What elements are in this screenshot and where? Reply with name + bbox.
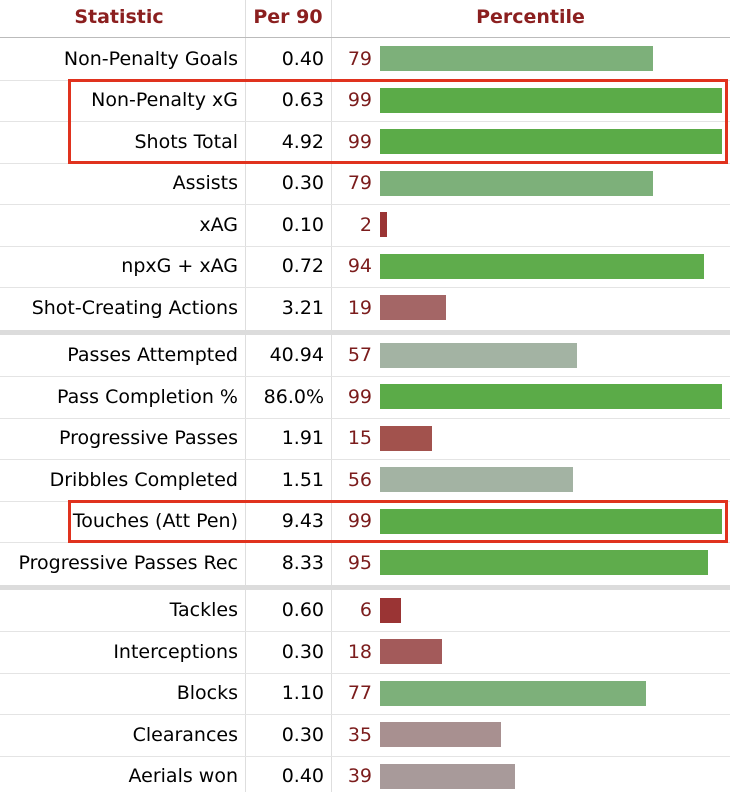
per90: 0.30 xyxy=(281,172,324,195)
per90: 86.0% xyxy=(263,385,324,408)
statistic: Touches (Att Pen) xyxy=(72,510,238,533)
row-rule xyxy=(0,376,730,377)
statistic: Shot-Creating Actions xyxy=(31,296,238,319)
statistic: Clearances xyxy=(132,723,238,746)
row-rule xyxy=(0,672,730,674)
percentile-bar xyxy=(380,508,722,534)
percentile-bar xyxy=(380,46,653,72)
statistic: Shots Total xyxy=(134,130,239,153)
statistic: Aerials won xyxy=(128,765,238,788)
percentile-value: 18 xyxy=(347,640,372,663)
row-rule xyxy=(0,204,730,205)
highlight-box xyxy=(68,78,728,164)
statistic: Interceptions xyxy=(113,640,238,663)
percentile-value: 57 xyxy=(347,344,372,367)
statistic: Non-Penalty Goals xyxy=(63,47,238,70)
percentile-bar xyxy=(380,467,574,493)
statistic: Progressive Passes xyxy=(59,427,238,450)
per90: 4.92 xyxy=(281,130,324,153)
percentile-bar xyxy=(380,722,501,748)
statistic: Non-Penalty xG xyxy=(91,89,238,112)
group-separator xyxy=(0,329,730,335)
percentile-bar xyxy=(380,170,653,196)
per90: 0.10 xyxy=(281,213,324,236)
per90: 40.94 xyxy=(269,344,324,367)
row-rule xyxy=(0,714,730,715)
per90: 0.30 xyxy=(281,640,324,663)
row-rule xyxy=(0,631,730,632)
statistic: Dribbles Completed xyxy=(49,468,238,491)
row-rule xyxy=(0,755,730,757)
percentile-value: 39 xyxy=(347,765,372,788)
percentile-bar xyxy=(380,384,722,410)
percentile-bar xyxy=(380,295,446,321)
percentile-value: 2 xyxy=(359,213,372,236)
per90: 1.51 xyxy=(281,468,324,491)
percentile-bar xyxy=(380,680,646,706)
statistic: npxG + xAG xyxy=(121,255,238,278)
column-divider xyxy=(245,0,246,792)
percentile-value: 6 xyxy=(359,599,372,622)
per90: 1.91 xyxy=(281,427,324,450)
percentile-value: 79 xyxy=(347,47,372,70)
statistic: Passes Attempted xyxy=(67,344,238,367)
highlight-box xyxy=(68,499,728,543)
percentile-value: 99 xyxy=(347,89,372,112)
percentile-value: 19 xyxy=(347,296,372,319)
per90: 1.10 xyxy=(281,682,324,705)
percentile-bar xyxy=(380,550,708,576)
per90: 0.72 xyxy=(281,255,324,278)
statistic: Progressive Passes Rec xyxy=(18,551,239,574)
percentile-value: 79 xyxy=(347,172,372,195)
per90: 9.43 xyxy=(281,510,324,533)
row-rule xyxy=(0,459,730,460)
percentile-value: 77 xyxy=(347,682,372,705)
statistic: Tackles xyxy=(169,599,238,622)
percentile-bar xyxy=(380,597,401,623)
header-per90: Per 90 xyxy=(253,6,323,28)
percentile-value: 35 xyxy=(347,723,372,746)
per90: 0.40 xyxy=(281,765,324,788)
header-rule xyxy=(0,37,730,38)
percentile-value: 15 xyxy=(347,427,372,450)
per90: 8.33 xyxy=(281,551,324,574)
header-percentile: Percentile xyxy=(476,6,585,28)
percentile-bar xyxy=(380,342,577,368)
statistic: Blocks xyxy=(176,682,238,705)
group-separator xyxy=(0,584,730,590)
percentile-value: 99 xyxy=(347,385,372,408)
percentile-value: 95 xyxy=(347,551,372,574)
percentile-bar xyxy=(380,639,443,665)
percentile-value: 99 xyxy=(347,130,372,153)
percentile-bar xyxy=(380,253,705,279)
percentile-value: 56 xyxy=(347,468,372,491)
percentile-bar xyxy=(380,87,722,113)
statistic: Assists xyxy=(172,172,238,195)
header-statistic: Statistic xyxy=(74,6,164,28)
statistic: xAG xyxy=(199,213,238,236)
statistic: Pass Completion % xyxy=(56,385,238,408)
per90: 0.40 xyxy=(281,47,324,70)
percentile-bar xyxy=(380,763,515,789)
percentile-bar xyxy=(380,212,387,238)
row-rule xyxy=(0,245,730,247)
row-rule xyxy=(0,417,730,419)
row-rule xyxy=(0,121,730,122)
percentile-bar xyxy=(380,129,722,155)
percentile-bar xyxy=(380,425,432,451)
per90: 0.63 xyxy=(281,89,324,112)
percentile-value: 94 xyxy=(347,255,372,278)
per90: 3.21 xyxy=(281,296,324,319)
per90: 0.60 xyxy=(281,599,324,622)
row-rule xyxy=(0,287,730,288)
per90: 0.30 xyxy=(281,723,324,746)
column-divider xyxy=(331,0,332,792)
percentile-value: 99 xyxy=(347,510,372,533)
